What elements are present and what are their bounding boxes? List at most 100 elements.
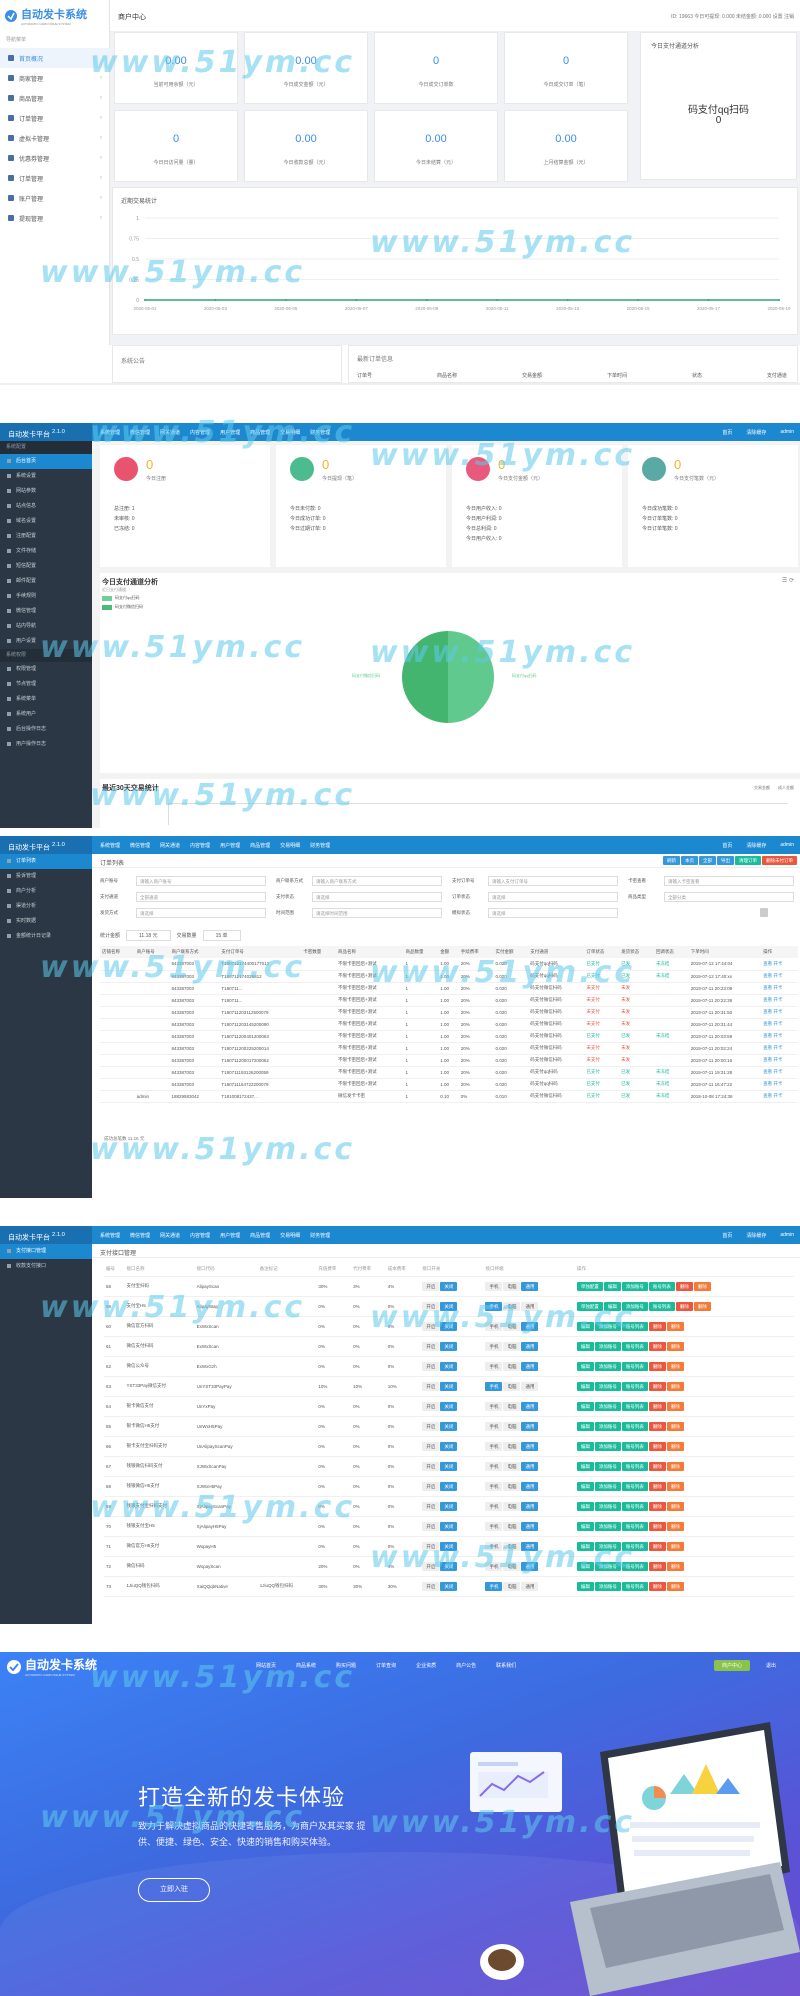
top-nav-item[interactable]: 网关通道 [160,842,181,849]
terminal-option[interactable]: 手机 [485,1461,503,1471]
sidebar-item[interactable]: 虚拟卡管理 › [0,128,110,148]
op-button[interactable]: 删除 [693,1281,711,1291]
sidebar-item[interactable]: 渠道分析 [0,899,92,914]
switch-on[interactable]: 开启 [422,1461,440,1471]
switch-off[interactable]: 关闭 [440,1581,458,1591]
op-button[interactable]: 删除 [648,1421,666,1431]
sidebar-item[interactable]: 网站参数 [0,484,92,499]
terminal-option[interactable]: 电脑 [503,1541,521,1551]
sidebar-item[interactable]: 站点信息 [0,499,92,514]
terminal-option[interactable]: 通用 [521,1281,539,1291]
op-button[interactable]: 账号列表 [621,1521,648,1531]
sidebar-item[interactable]: 后台操作日志 [0,722,92,737]
op-button[interactable]: 添加账号 [594,1561,621,1571]
terminal-option[interactable]: 通用 [521,1581,539,1591]
op-button[interactable]: 添加账号 [594,1401,621,1411]
sidebar-item[interactable]: 权限管理 [0,662,92,677]
op-button[interactable]: 编辑 [576,1501,594,1511]
switch-on[interactable]: 开启 [422,1521,440,1531]
merchant-center-button[interactable]: 商户中心 [714,1660,751,1671]
sidebar-item[interactable]: 商户分析 [0,884,92,899]
table-row[interactable]: 843387003 T180712174026812 不限卡密回后+测试 1 1.00 2… [100,970,798,982]
admin-brand[interactable]: 自动发卡平台 2.1.0 [0,836,92,854]
terminal-option[interactable]: 手机 [485,1321,503,1331]
top-nav-item[interactable]: 财务管理 [310,1232,331,1239]
op-button[interactable]: 删除 [693,1301,711,1311]
top-nav-item[interactable]: 系统管理 [100,1232,121,1239]
op-button[interactable]: 编辑 [576,1341,594,1351]
op-button[interactable]: 单独配置 [576,1281,603,1291]
switch-on[interactable]: 开启 [422,1381,440,1391]
sidebar-item[interactable]: 用户设置 [0,634,92,649]
header-link[interactable]: admin [780,842,794,848]
table-row[interactable]: 69 钱银支付宝扫码支付 XjAlipayScanPay 0% 0% 0% 开启 关闭 手机 电脑… [104,1496,794,1516]
switch-off[interactable]: 关闭 [440,1501,458,1511]
sidebar-item[interactable]: 订单管理 › [0,108,110,128]
top-nav-item[interactable]: 用户管理 [220,1232,241,1239]
filter-input[interactable]: 请选择 [488,892,618,902]
op-button[interactable]: 编辑 [576,1461,594,1471]
terminal-option[interactable]: 通用 [521,1421,539,1431]
table-row[interactable]: 64 银卡微信支付 UnYxPay 0% 0% 0% 开启 关闭 手机 电脑 通用 编辑 添加账号 账号列… [104,1396,794,1416]
switch-on[interactable]: 开启 [422,1361,440,1371]
terminal-option[interactable]: 手机 [485,1441,503,1451]
sidebar-item[interactable]: 账户管理 › [0,188,110,208]
op-button[interactable]: 编辑 [576,1421,594,1431]
op-button[interactable]: 删除 [666,1561,684,1571]
terminal-option[interactable]: 通用 [521,1401,539,1411]
op-button[interactable]: 删除 [648,1481,666,1491]
table-row[interactable]: 68 钱银微信H5支付 XJWxH5Pay 0% 0% 0% 开启 关闭 手机 电脑 通用 编辑 添加账… [104,1476,794,1496]
op-button[interactable]: 删除 [666,1461,684,1471]
op-button[interactable]: 账号列表 [621,1481,648,1491]
terminal-option[interactable]: 电脑 [503,1561,521,1571]
header-link[interactable]: 清除缓存 [746,429,767,436]
sidebar-item[interactable]: 支付接口管理 [0,1244,92,1259]
top-nav-item[interactable]: 内容管理 [190,429,211,436]
terminal-option[interactable]: 手机 [485,1401,503,1411]
sidebar-item[interactable]: 提现管理 › [0,208,110,228]
sidebar-item[interactable]: 投诉管理 [0,869,92,884]
op-button[interactable]: 添加账号 [594,1341,621,1351]
table-row[interactable]: 62 微信公众号 ExWxGzh 0% 0% 0% 开启 关闭 手机 电脑 通用 编辑 添加账号 账号列表… [104,1356,794,1376]
top-nav-item[interactable]: 网关通道 [160,1232,181,1239]
toolbar-button[interactable]: 导出 [717,856,734,865]
sidebar-item[interactable]: 收款支付接口 [0,1259,92,1274]
op-button[interactable]: 删除 [666,1501,684,1511]
toolbar-button[interactable]: 本页 [681,856,698,865]
header-link[interactable]: admin [780,429,794,435]
op-button[interactable]: 账号列表 [648,1281,675,1291]
table-row[interactable]: 67 钱银微信扫码支付 XJWxScanPay 0% 0% 0% 开启 关闭 手机 电脑 通用 编辑添… [104,1456,794,1476]
terminal-option[interactable]: 电脑 [503,1521,521,1531]
top-nav-item[interactable]: 交易明细 [280,1232,301,1239]
terminal-option[interactable]: 手机 [485,1361,503,1371]
op-button[interactable]: 添加账号 [594,1441,621,1451]
table-cell[interactable]: 查看 开卡 [763,960,783,966]
sidebar-item[interactable]: 邮件配置 [0,574,92,589]
table-row[interactable]: 72 微信扫码 WxpayScan 20% 0% 4% 开启 关闭 手机 电脑 通用 编辑 添加账号 账号… [104,1556,794,1576]
op-button[interactable]: 删除 [666,1401,684,1411]
sidebar-item[interactable]: 节点管理 [0,677,92,692]
table-row[interactable]: 60 微信官方扫码 ExWxScan 0% 0% 0% 开启 关闭 手机 电脑 通用 编辑 添加账号 账号… [104,1316,794,1336]
filter-input[interactable]: 请输入商户账号 [136,876,266,886]
op-button[interactable]: 账号列表 [621,1421,648,1431]
switch-off[interactable]: 关闭 [440,1361,458,1371]
landing-nav-item[interactable]: 联系我们 [496,1663,517,1669]
sidebar-item[interactable]: 文件存储 [0,544,92,559]
header-link[interactable]: admin [780,1232,794,1238]
op-button[interactable]: 删除 [648,1401,666,1411]
op-button[interactable]: 删除 [648,1501,666,1511]
terminal-option[interactable]: 电脑 [503,1481,521,1491]
toolbar-button[interactable]: 刷新 [663,856,680,865]
switch-off[interactable]: 关闭 [440,1541,458,1551]
toolbar-button[interactable]: 删除未付订单 [762,856,797,865]
terminal-option[interactable]: 通用 [521,1481,539,1491]
table-cell[interactable]: 查看 开卡 [763,1069,783,1074]
switch-off[interactable]: 关闭 [440,1381,458,1391]
table-cell[interactable]: 查看 开卡 [763,997,783,1002]
op-button[interactable]: 账号列表 [621,1381,648,1391]
op-button[interactable]: 编辑 [603,1281,621,1291]
terminal-option[interactable]: 手机 [485,1421,503,1431]
terminal-option[interactable]: 手机 [485,1381,503,1391]
op-button[interactable]: 编辑 [576,1441,594,1451]
table-cell[interactable]: 查看 开卡 [763,1081,783,1086]
